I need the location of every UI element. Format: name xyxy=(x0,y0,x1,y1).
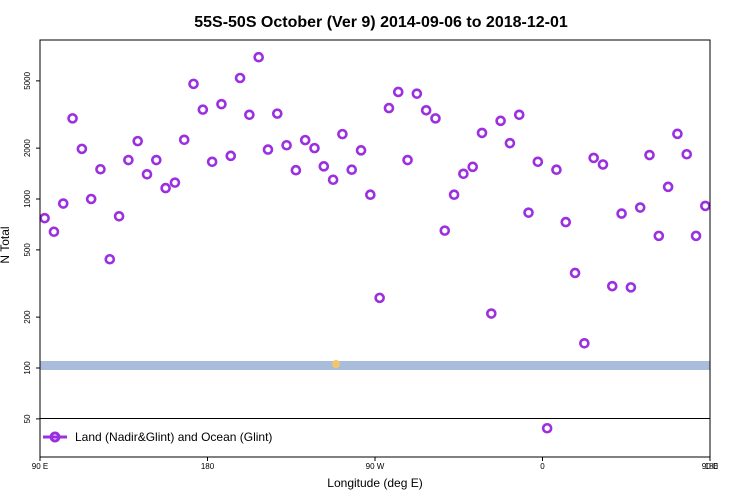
data-point xyxy=(160,182,171,194)
data-point xyxy=(141,169,153,180)
data-point xyxy=(355,145,367,156)
data-point xyxy=(700,200,711,212)
y-tick-label: 5000 xyxy=(23,71,32,89)
chart-title: 55S-50S October (Ver 9) 2014-09-06 to 20… xyxy=(194,14,568,31)
data-point xyxy=(616,208,627,219)
data-point xyxy=(411,88,423,99)
y-tick-label: 1000 xyxy=(23,190,32,208)
y-axis-ticks: 50 100 200 500 1000 2000 5000 xyxy=(23,71,40,423)
data-point xyxy=(39,212,50,224)
y-axis-label: N Total xyxy=(0,226,12,263)
data-point xyxy=(244,109,255,121)
data-point xyxy=(57,198,69,209)
data-point xyxy=(579,338,590,349)
data-point xyxy=(681,148,693,160)
data-point xyxy=(337,128,348,140)
data-point xyxy=(48,226,60,238)
data-point xyxy=(85,193,97,205)
data-point xyxy=(309,142,320,154)
data-point xyxy=(132,135,144,147)
data-point xyxy=(551,164,562,176)
x-tick-label: 180 xyxy=(705,462,719,471)
data-point xyxy=(374,292,385,304)
y-tick-label: 200 xyxy=(23,310,32,324)
y-tick-label: 500 xyxy=(23,243,32,257)
y-tick-label: 2000 xyxy=(23,139,32,157)
data-point xyxy=(271,108,283,119)
data-point xyxy=(383,102,395,114)
data-point xyxy=(588,152,599,164)
y-tick-label: 50 xyxy=(23,414,32,423)
data-point xyxy=(225,150,237,162)
data-point xyxy=(253,51,264,63)
data-point xyxy=(290,164,302,176)
data-point xyxy=(458,168,469,180)
data-point xyxy=(216,98,227,110)
x-tick-label: 90 E xyxy=(32,462,48,471)
data-point xyxy=(95,163,106,175)
data-point xyxy=(486,308,497,319)
data-point xyxy=(662,181,674,193)
data-points xyxy=(39,51,711,434)
data-point xyxy=(634,202,646,213)
data-point xyxy=(197,104,209,115)
data-point xyxy=(495,115,506,127)
data-point xyxy=(625,282,637,293)
x-tick-label: 90 E xyxy=(702,462,718,471)
data-point xyxy=(123,154,134,166)
data-point xyxy=(420,104,432,116)
data-point xyxy=(653,230,665,242)
data-point xyxy=(644,149,655,161)
x-tick-label: 90 W xyxy=(366,462,385,471)
data-point xyxy=(569,267,581,279)
plot-frame xyxy=(39,39,711,458)
land-strip-highlight xyxy=(332,360,340,368)
data-point xyxy=(430,113,441,124)
y-tick-label: 100 xyxy=(23,361,32,375)
data-point xyxy=(513,109,525,121)
data-point xyxy=(597,159,609,170)
data-point xyxy=(365,189,376,201)
data-point xyxy=(234,72,246,84)
legend-marker xyxy=(49,431,61,443)
data-point xyxy=(532,156,544,168)
data-point xyxy=(606,280,618,292)
data-point xyxy=(523,207,534,218)
data-point xyxy=(206,156,218,168)
data-point xyxy=(169,177,181,188)
data-point xyxy=(504,137,516,149)
data-point xyxy=(476,127,488,139)
data-point xyxy=(188,78,199,90)
data-point xyxy=(402,154,413,166)
legend-label: Land (Nadir&Glint) and Ocean (Glint) xyxy=(75,430,272,444)
data-point xyxy=(467,161,479,173)
data-point xyxy=(67,113,78,124)
data-point xyxy=(318,161,330,172)
data-point xyxy=(262,144,274,155)
data-point xyxy=(346,164,358,176)
legend: Land (Nadir&Glint) and Ocean (Glint) xyxy=(43,430,272,444)
data-point xyxy=(178,134,190,146)
data-point xyxy=(448,189,460,201)
data-point xyxy=(327,174,339,186)
data-point xyxy=(439,225,451,236)
data-point xyxy=(299,134,311,146)
data-point xyxy=(151,154,162,166)
x-tick-label: 0 xyxy=(540,462,545,471)
x-axis-label: Longitude (deg E) xyxy=(327,476,422,490)
data-point xyxy=(104,253,116,265)
data-point xyxy=(672,128,683,140)
data-point xyxy=(541,422,553,434)
x-tick-label: 180 xyxy=(201,462,215,471)
land-strip xyxy=(40,361,710,370)
data-point xyxy=(281,139,292,151)
data-point xyxy=(113,211,125,222)
data-point xyxy=(392,86,404,98)
data-point xyxy=(690,230,702,242)
data-point xyxy=(76,143,88,155)
data-point xyxy=(560,216,572,228)
